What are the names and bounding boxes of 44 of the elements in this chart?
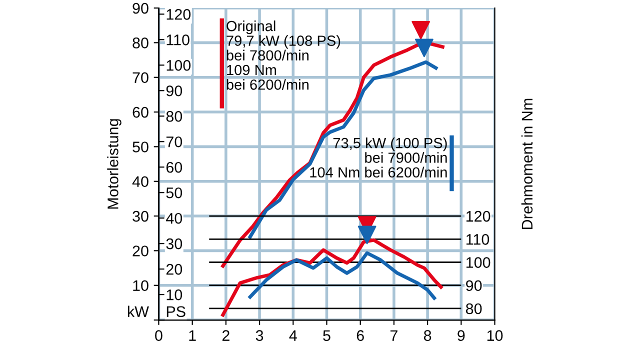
x-tick-label: 8: [424, 330, 432, 341]
y-axis-title: Motorleistung: [107, 119, 122, 209]
y3-tick-label: 110: [466, 234, 490, 245]
y2-tick-label: 100: [166, 60, 191, 71]
y3-axis-title: Drehmoment in Nm: [521, 98, 533, 229]
x-tick-label: 10: [487, 330, 503, 341]
y2-tick-label: PS: [166, 306, 186, 318]
x-tick-label: 2: [222, 330, 230, 341]
y3-tick-label: 80: [466, 303, 482, 314]
y-tick-label: 40: [132, 176, 148, 188]
y2-tick-label: 10: [166, 289, 182, 300]
x-tick-label: 6: [356, 330, 364, 341]
y-tick-label: 10: [133, 280, 148, 292]
annotation: Original 79,7 kW (108 PS) bei 7800/min 109 Nm bei 6200/min: [226, 20, 340, 90]
x-tick-label: 5: [323, 330, 330, 341]
y-tick-label: 50: [132, 142, 148, 152]
y-tick-label: 80: [132, 38, 148, 48]
x-tick-label: 1: [189, 330, 196, 341]
x-tick-label: 7: [390, 330, 398, 341]
x-tick-label: 9: [458, 330, 465, 341]
y3-tick-label: 120: [466, 210, 490, 222]
y2-tick-label: 90: [166, 85, 182, 96]
y2-tick-label: 120: [166, 9, 191, 20]
y-tick-label: 20: [132, 246, 148, 256]
y2-tick-label: 60: [166, 162, 182, 173]
y-tick-label: 30: [132, 210, 148, 222]
y3-tick-label: 90: [466, 280, 482, 292]
y-tick-label: 90: [132, 2, 148, 14]
line-series: [248, 251, 436, 300]
y3-tick-label: 100: [466, 257, 490, 268]
y-tick-label: kW: [128, 306, 149, 317]
y-tick-label: 70: [132, 72, 148, 84]
x-tick-label: 0: [155, 330, 162, 341]
x-tick-label: 3: [256, 330, 264, 341]
y2-tick-label: 40: [166, 212, 182, 224]
y2-tick-label: 80: [166, 110, 182, 122]
annotation: 73,5 kW (100 PS) bei 7900/min 104 Nm bei 6200/min: [310, 138, 447, 178]
y2-tick-label: 30: [166, 238, 182, 250]
y2-tick-label: 110: [166, 34, 190, 46]
x-tick-label: 4: [289, 330, 297, 341]
y2-tick-label: 70: [166, 136, 182, 148]
y2-tick-label: 50: [166, 187, 182, 198]
y2-tick-label: 20: [166, 264, 182, 275]
y-tick-label: 60: [132, 106, 148, 118]
